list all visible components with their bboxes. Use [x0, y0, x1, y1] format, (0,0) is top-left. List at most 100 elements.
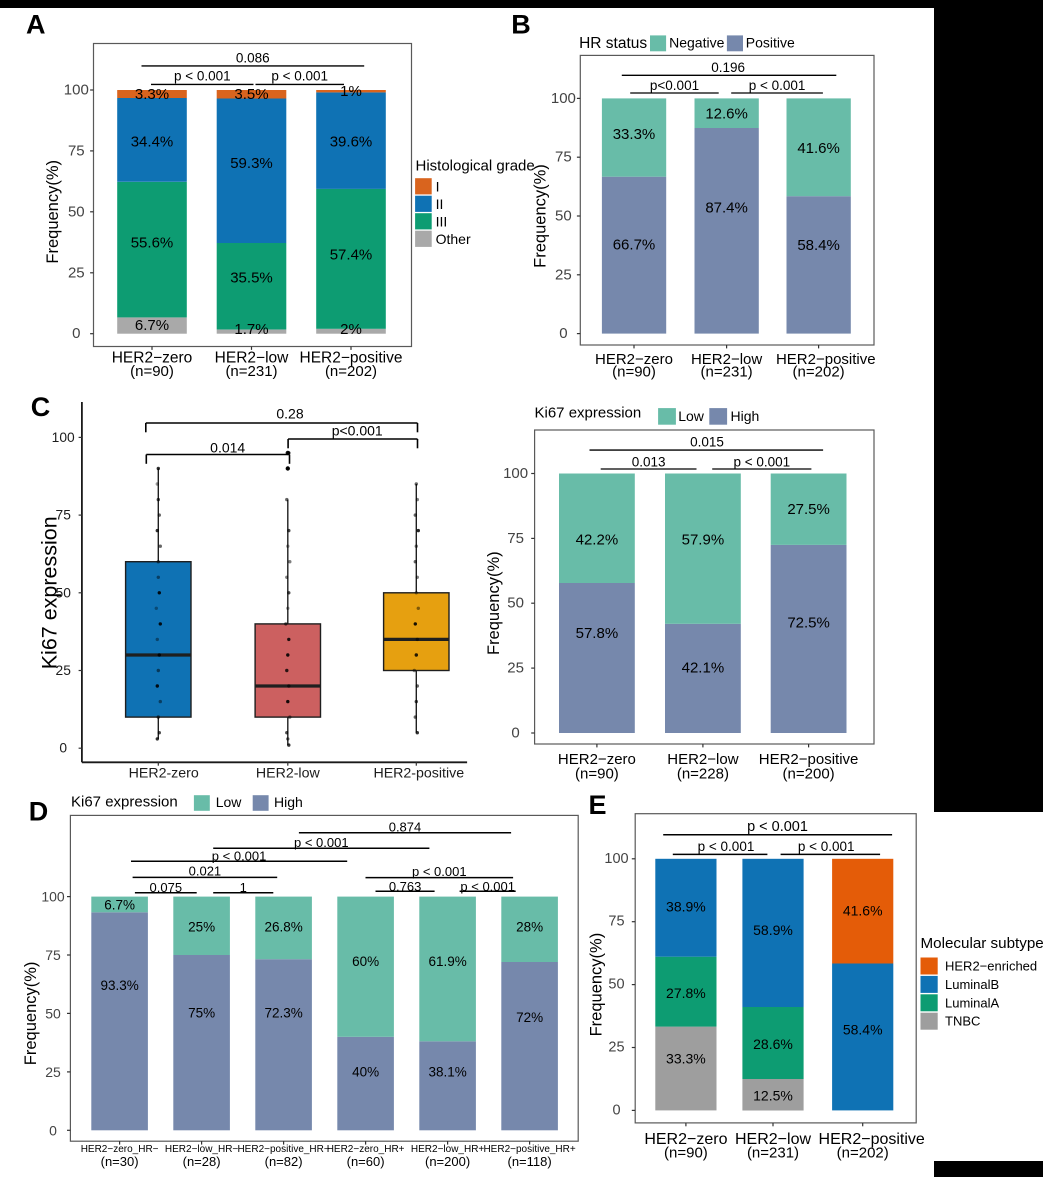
svg-text:III: III: [436, 213, 448, 229]
svg-text:42.2%: 42.2%: [576, 531, 619, 548]
svg-text:Frequency(%): Frequency(%): [588, 933, 606, 1037]
svg-text:2%: 2%: [340, 321, 362, 338]
svg-text:0.075: 0.075: [150, 880, 183, 895]
svg-text:0: 0: [49, 1122, 57, 1138]
svg-text:34.4%: 34.4%: [131, 134, 174, 151]
svg-text:0.196: 0.196: [711, 60, 745, 75]
svg-text:25: 25: [555, 266, 572, 283]
svg-text:42.1%: 42.1%: [682, 659, 725, 676]
svg-text:12.6%: 12.6%: [705, 105, 748, 122]
svg-text:Ki67 expression: Ki67 expression: [38, 516, 62, 669]
svg-text:(n=200): (n=200): [425, 1154, 470, 1169]
svg-text:I: I: [436, 178, 440, 194]
svg-text:HER2−positive_HR−: HER2−positive_HR−: [237, 1144, 329, 1155]
svg-text:38.1%: 38.1%: [428, 1064, 466, 1079]
svg-text:p < 0.001: p < 0.001: [271, 69, 328, 84]
svg-text:p < 0.001: p < 0.001: [733, 455, 790, 470]
svg-text:LuminalB: LuminalB: [945, 977, 999, 992]
svg-text:LuminalA: LuminalA: [945, 995, 1000, 1010]
svg-text:A: A: [26, 10, 46, 40]
svg-text:25%: 25%: [188, 919, 215, 934]
svg-text:0.021: 0.021: [189, 864, 222, 879]
svg-text:0.28: 0.28: [276, 406, 303, 422]
svg-text:1: 1: [240, 880, 247, 895]
svg-text:p < 0.001: p < 0.001: [798, 839, 855, 854]
svg-text:HER2−zero: HER2−zero: [595, 351, 673, 368]
svg-text:0.015: 0.015: [690, 435, 724, 450]
svg-text:(n=200): (n=200): [783, 766, 835, 783]
svg-text:HER2−zero: HER2−zero: [112, 350, 193, 367]
svg-text:p<0.001: p<0.001: [332, 422, 383, 438]
svg-text:72%: 72%: [516, 1010, 543, 1025]
svg-text:12.5%: 12.5%: [753, 1087, 793, 1103]
svg-text:72.5%: 72.5%: [787, 614, 830, 631]
svg-text:(n=228): (n=228): [677, 766, 729, 783]
svg-text:High: High: [274, 794, 303, 810]
svg-text:0.874: 0.874: [389, 820, 422, 835]
svg-text:HER2−low: HER2−low: [691, 351, 762, 368]
svg-text:35.5%: 35.5%: [230, 270, 273, 287]
svg-text:75: 75: [56, 508, 72, 523]
svg-text:0.763: 0.763: [389, 879, 422, 894]
svg-text:HER2−zero_HR+: HER2−zero_HR+: [327, 1144, 405, 1155]
svg-text:(n=90): (n=90): [575, 766, 619, 783]
svg-text:75%: 75%: [188, 1006, 215, 1021]
svg-text:HER2−enriched: HER2−enriched: [945, 959, 1037, 974]
svg-text:33.3%: 33.3%: [666, 1051, 706, 1067]
svg-text:p < 0.001: p < 0.001: [174, 69, 231, 84]
svg-text:39.6%: 39.6%: [330, 134, 373, 151]
svg-text:25: 25: [68, 264, 85, 281]
svg-text:59.3%: 59.3%: [230, 155, 273, 172]
svg-text:75: 75: [68, 142, 85, 159]
svg-text:HER2−low_HR+: HER2−low_HR+: [411, 1144, 485, 1155]
svg-text:(n=202): (n=202): [325, 363, 377, 380]
svg-text:p<0.001: p<0.001: [650, 78, 699, 93]
svg-text:TNBC: TNBC: [945, 1014, 980, 1029]
svg-text:66.7%: 66.7%: [613, 237, 656, 254]
svg-text:Other: Other: [436, 231, 471, 247]
svg-text:HER2−positive: HER2−positive: [819, 1131, 925, 1148]
svg-text:58.4%: 58.4%: [797, 237, 840, 254]
svg-text:Ki67 expression: Ki67 expression: [71, 793, 178, 810]
svg-text:25: 25: [45, 1064, 61, 1080]
svg-text:93.3%: 93.3%: [100, 978, 138, 993]
svg-text:0.014: 0.014: [210, 440, 245, 456]
svg-text:58.9%: 58.9%: [753, 922, 793, 938]
svg-text:50: 50: [68, 203, 85, 220]
svg-text:HER2−low: HER2−low: [667, 751, 738, 768]
svg-text:HER2-low: HER2-low: [256, 766, 321, 782]
svg-text:3.3%: 3.3%: [135, 86, 169, 103]
svg-text:(n=231): (n=231): [225, 363, 277, 380]
svg-text:p < 0.001: p < 0.001: [460, 879, 515, 894]
svg-text:(n=82): (n=82): [265, 1154, 303, 1169]
svg-text:61.9%: 61.9%: [428, 954, 466, 969]
svg-text:75: 75: [45, 947, 61, 963]
svg-text:p < 0.001: p < 0.001: [294, 835, 349, 850]
svg-text:57.9%: 57.9%: [682, 531, 725, 548]
svg-text:p < 0.001: p < 0.001: [698, 839, 755, 854]
svg-text:0.086: 0.086: [236, 51, 270, 66]
svg-text:p < 0.001: p < 0.001: [412, 864, 467, 879]
svg-text:75: 75: [608, 914, 624, 930]
svg-text:(n=231): (n=231): [701, 364, 753, 381]
svg-text:(n=231): (n=231): [747, 1145, 799, 1162]
svg-text:Negative: Negative: [669, 34, 724, 50]
svg-text:0.013: 0.013: [632, 455, 666, 470]
svg-text:Low: Low: [678, 408, 705, 424]
svg-text:6.7%: 6.7%: [135, 317, 169, 334]
svg-text:0: 0: [559, 325, 567, 342]
svg-text:100: 100: [52, 430, 75, 445]
svg-text:HER2-zero: HER2-zero: [129, 766, 199, 782]
svg-text:6.7%: 6.7%: [104, 898, 135, 913]
svg-text:57.8%: 57.8%: [576, 625, 619, 642]
svg-text:1%: 1%: [340, 83, 362, 100]
svg-text:HR status: HR status: [579, 35, 647, 52]
svg-text:p < 0.001: p < 0.001: [212, 849, 267, 864]
svg-text:100: 100: [551, 90, 576, 107]
svg-text:(n=28): (n=28): [183, 1154, 221, 1169]
svg-text:Frequency(%): Frequency(%): [485, 551, 503, 655]
svg-text:75: 75: [507, 530, 524, 547]
svg-text:(n=60): (n=60): [347, 1154, 385, 1169]
svg-text:100: 100: [64, 82, 89, 99]
svg-text:1.7%: 1.7%: [234, 321, 268, 338]
